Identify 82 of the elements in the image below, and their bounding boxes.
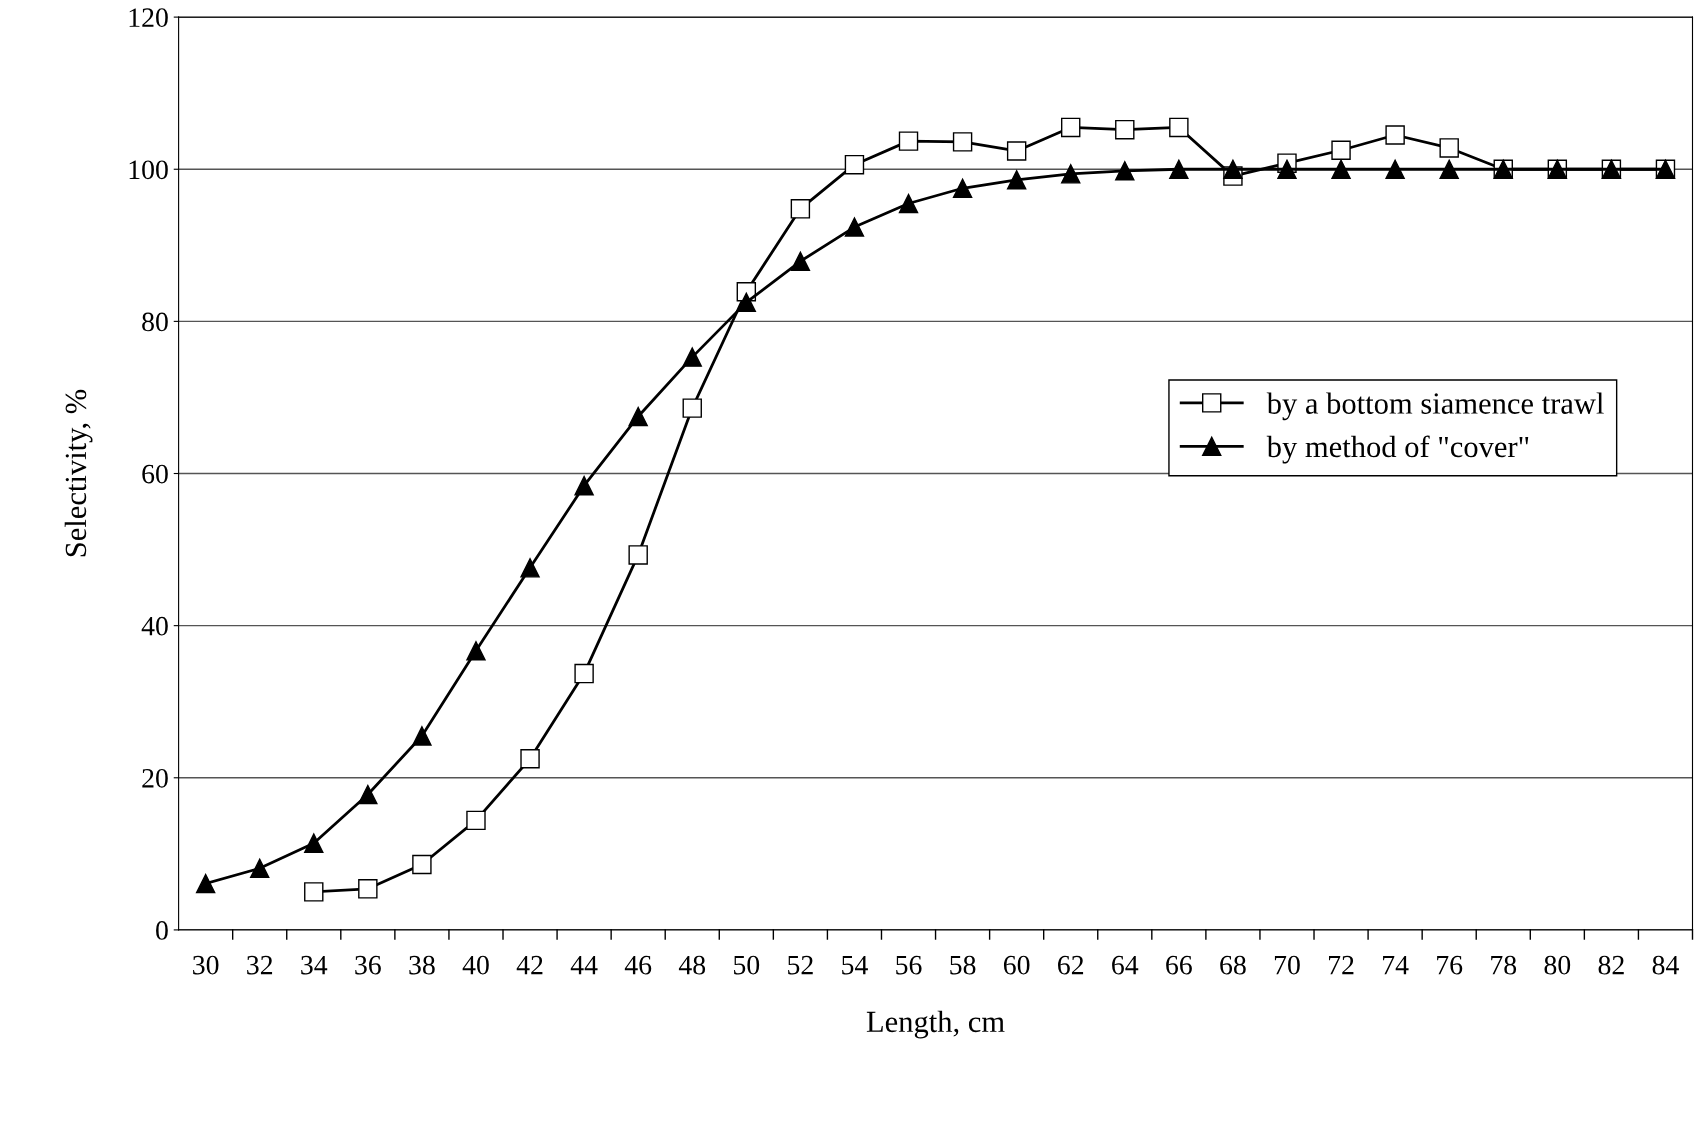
point bbox=[1060, 117, 1081, 138]
point bbox=[1439, 138, 1459, 158]
point bbox=[628, 545, 648, 565]
x-tick-label: 64 bbox=[1112, 955, 1139, 975]
point bbox=[1277, 159, 1297, 179]
x-tick-label: 60 bbox=[1003, 955, 1030, 975]
x-tick-label: 62 bbox=[1058, 955, 1084, 975]
x-axis-title: Length, cm bbox=[866, 1010, 1005, 1039]
x-tick-label: 46 bbox=[624, 955, 652, 975]
x-tick-label: 50 bbox=[734, 955, 760, 975]
x-tick-label: 32 bbox=[247, 955, 273, 975]
point bbox=[844, 217, 865, 237]
point bbox=[304, 882, 324, 902]
x-tick-label: 66 bbox=[1166, 955, 1192, 975]
x-tick-label: 68 bbox=[1220, 955, 1246, 975]
x-tick-label: 72 bbox=[1329, 955, 1354, 975]
point bbox=[304, 833, 324, 853]
point bbox=[628, 406, 648, 427]
point bbox=[1115, 161, 1135, 181]
point bbox=[790, 251, 811, 272]
point bbox=[1439, 159, 1459, 179]
x-tick-label: 44 bbox=[570, 955, 598, 975]
x-tick-label: 54 bbox=[842, 955, 868, 975]
x-tick-label: 36 bbox=[355, 955, 381, 975]
point bbox=[736, 292, 757, 313]
x-tick-label: 40 bbox=[462, 955, 489, 975]
point bbox=[466, 641, 486, 661]
point bbox=[1006, 170, 1027, 190]
point bbox=[952, 132, 973, 152]
point bbox=[412, 726, 432, 746]
point bbox=[466, 810, 486, 831]
y-axis-title: Selectivity, % bbox=[64, 389, 93, 557]
point bbox=[1169, 159, 1189, 179]
point bbox=[1331, 140, 1351, 160]
point bbox=[520, 558, 540, 578]
y-tick-label: 80 bbox=[142, 312, 168, 332]
legend-label: by a bottom siamence trawl bbox=[1266, 392, 1604, 421]
y-tick-label: 40 bbox=[141, 616, 168, 636]
point bbox=[844, 154, 865, 175]
x-tick-label: 30 bbox=[193, 955, 219, 975]
x-tick-label: 80 bbox=[1544, 955, 1571, 975]
x-tick-label: 76 bbox=[1437, 955, 1463, 975]
y-tick-label: 120 bbox=[129, 8, 168, 28]
legend-label: by method of "cover" bbox=[1266, 435, 1529, 464]
point bbox=[790, 199, 811, 219]
point bbox=[412, 854, 432, 875]
x-tick-label: 78 bbox=[1491, 955, 1517, 975]
point bbox=[898, 193, 919, 214]
y-tick-label: 60 bbox=[142, 464, 168, 484]
point bbox=[952, 178, 973, 198]
point bbox=[358, 879, 378, 899]
point bbox=[1169, 117, 1189, 138]
x-tick-label: 52 bbox=[788, 955, 813, 975]
point bbox=[195, 873, 216, 894]
point bbox=[1223, 159, 1243, 179]
point bbox=[249, 858, 270, 879]
point bbox=[898, 131, 919, 151]
point bbox=[1006, 141, 1027, 161]
point bbox=[1115, 119, 1135, 140]
point bbox=[682, 398, 702, 418]
point bbox=[358, 784, 378, 805]
y-tick-label: 0 bbox=[156, 921, 168, 940]
x-tick-label: 70 bbox=[1274, 955, 1300, 975]
x-tick-label: 48 bbox=[678, 955, 706, 975]
x-tick-label: 56 bbox=[896, 955, 922, 975]
x-tick-label: 38 bbox=[409, 955, 435, 975]
point bbox=[682, 347, 702, 367]
point bbox=[1385, 159, 1405, 179]
y-tick-label: 100 bbox=[129, 160, 168, 180]
point bbox=[574, 475, 594, 496]
x-tick-label: 74 bbox=[1383, 955, 1409, 975]
x-tick-label: 42 bbox=[516, 955, 543, 975]
x-tick-label: 84 bbox=[1652, 955, 1679, 975]
x-tick-label: 82 bbox=[1598, 955, 1624, 975]
point bbox=[1385, 125, 1405, 145]
point bbox=[520, 749, 540, 769]
x-tick-label: 34 bbox=[301, 955, 328, 975]
x-tick-label: 58 bbox=[950, 955, 976, 975]
point bbox=[574, 663, 594, 684]
point bbox=[1060, 164, 1081, 184]
point bbox=[1331, 159, 1351, 179]
y-tick-label: 20 bbox=[142, 768, 168, 788]
